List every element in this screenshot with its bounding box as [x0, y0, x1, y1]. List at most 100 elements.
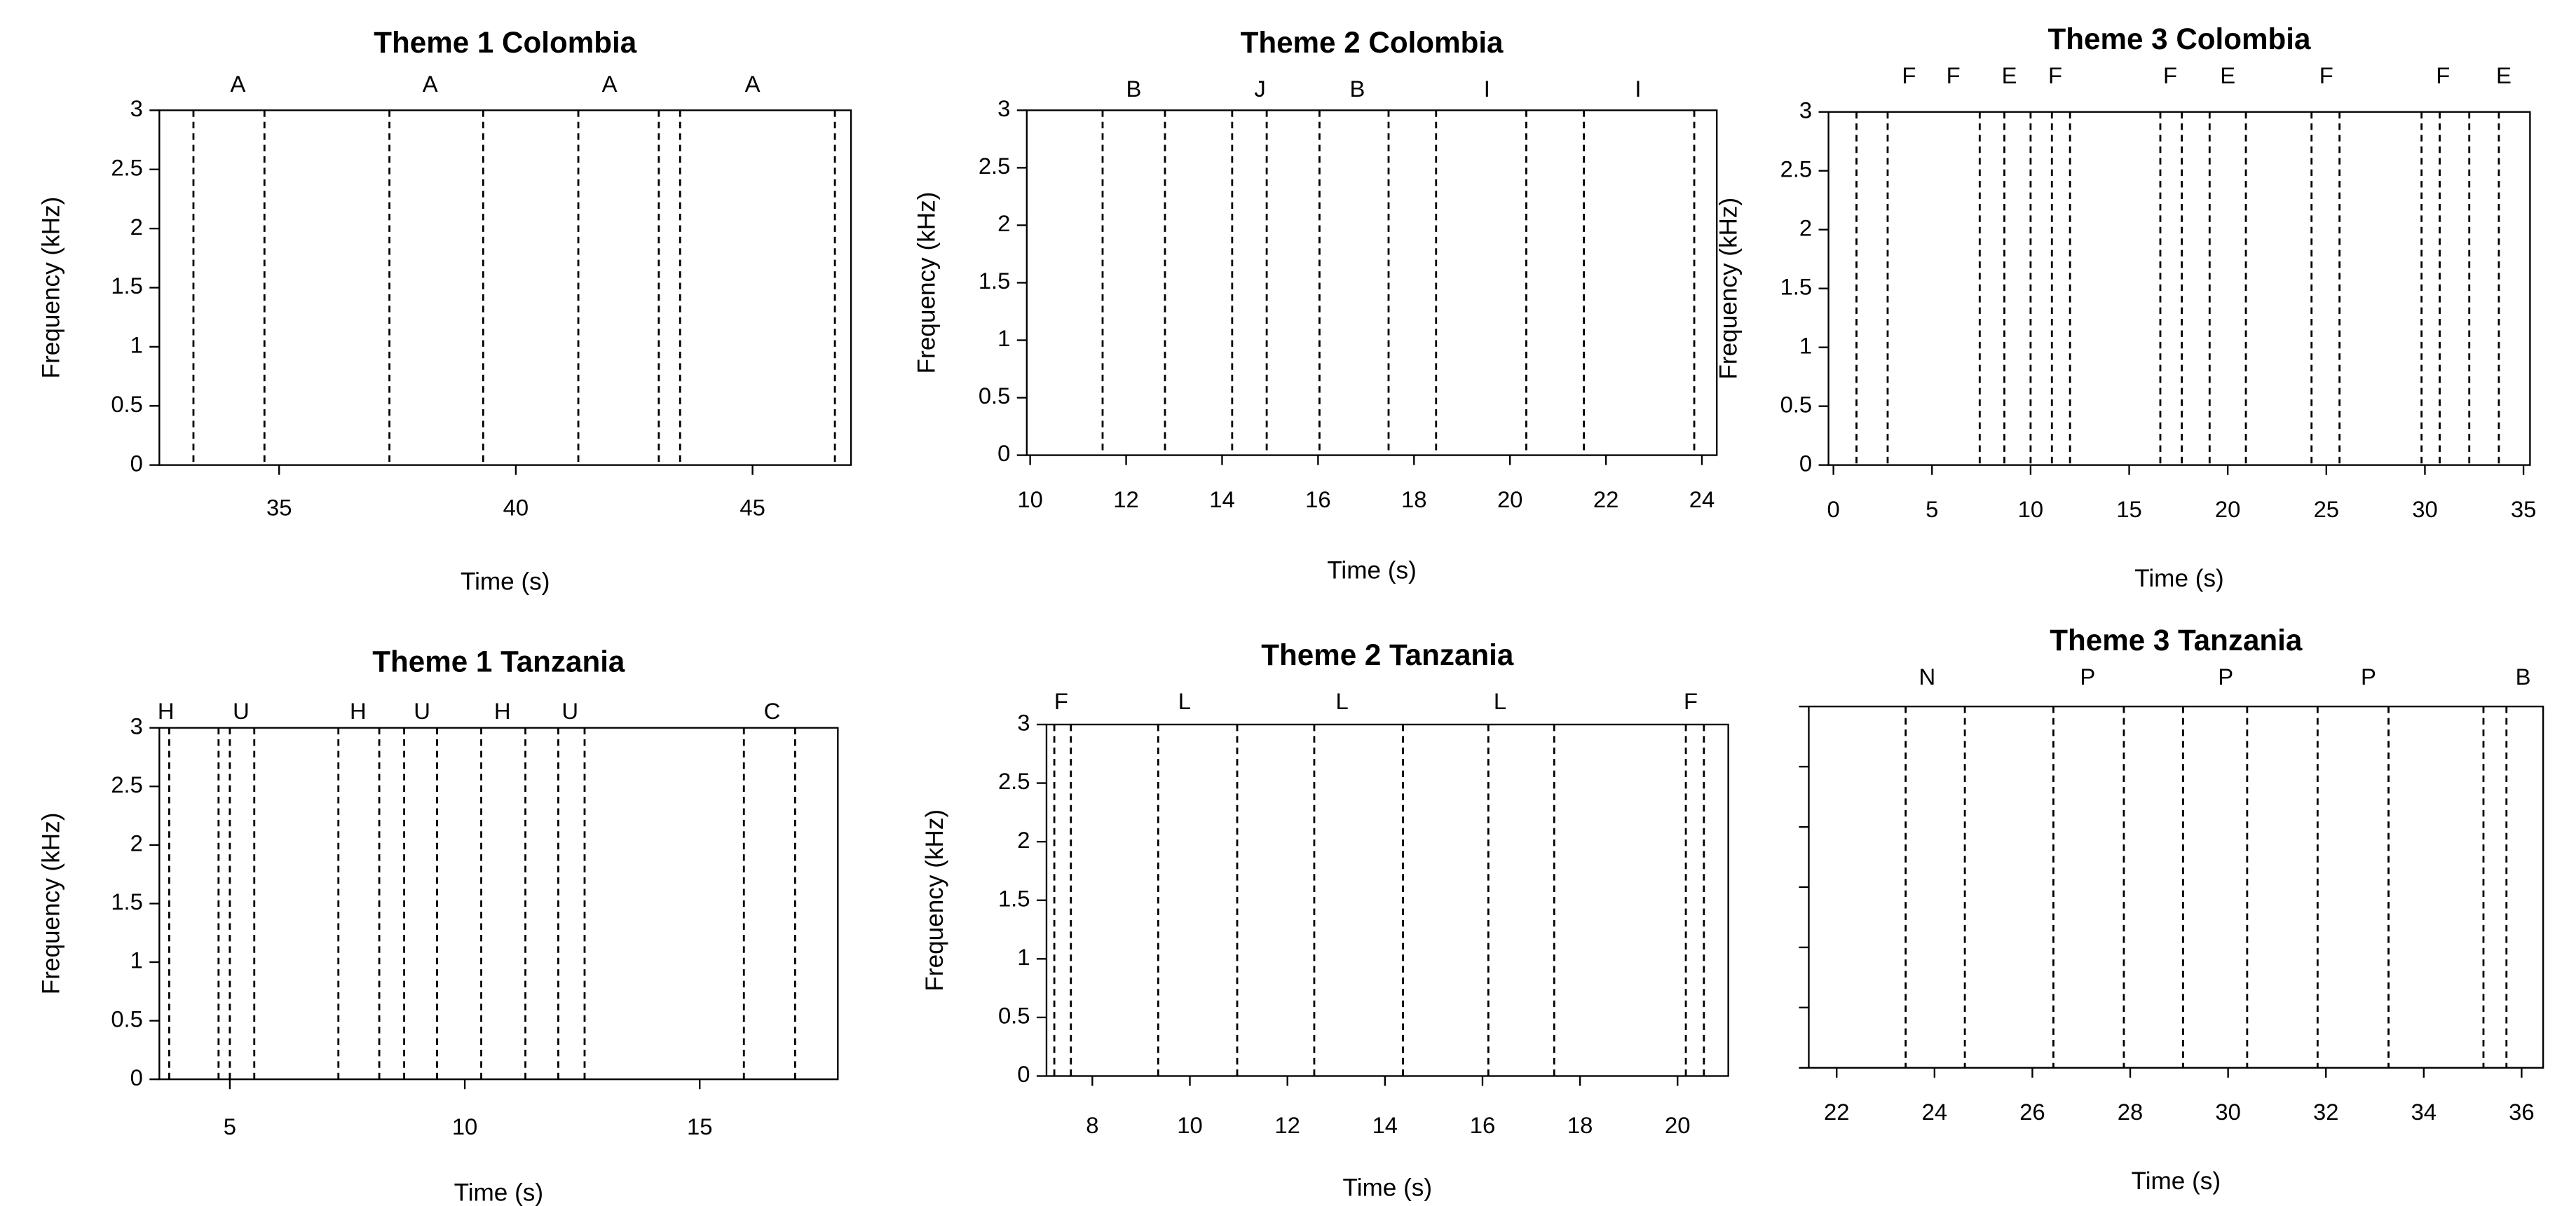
x-tick-label: 24 — [1689, 486, 1715, 512]
panel-title: Theme 3 Colombia — [2048, 22, 2311, 55]
y-tick-label: 2.5 — [979, 153, 1011, 179]
segment-label: I — [1635, 76, 1641, 102]
segment-label: I — [1484, 76, 1490, 102]
x-tick-label: 14 — [1209, 486, 1234, 512]
x-tick-label: 14 — [1372, 1112, 1398, 1138]
segment-label: H — [158, 698, 175, 724]
y-tick-label: 2.5 — [1780, 156, 1813, 181]
panel: Theme 3 Colombia Time (s) Frequency (kHz) 0… — [1715, 22, 2536, 592]
y-tick-label: 0 — [1017, 1061, 1030, 1087]
y-tick-label: 3 — [1799, 97, 1812, 123]
segment-label: L — [1494, 688, 1506, 714]
y-tick-label: 1 — [1017, 944, 1030, 970]
x-tick-label: 16 — [1470, 1112, 1495, 1138]
x-axis-label: Time (s) — [461, 568, 550, 596]
segment-label: F — [1054, 688, 1068, 714]
segment-label: F — [1684, 688, 1698, 714]
y-tick-label: 2 — [130, 830, 143, 856]
segment-label: P — [2361, 664, 2376, 690]
y-tick-label: 0.5 — [111, 391, 143, 417]
x-tick-label: 25 — [2314, 496, 2339, 522]
x-tick-label: 0 — [1827, 496, 1840, 522]
plot-frame — [1827, 111, 2531, 466]
y-axis-label: Frequency (kHz) — [921, 809, 948, 992]
x-tick-label: 32 — [2313, 1099, 2338, 1125]
y-tick-label: 0 — [1799, 450, 1812, 476]
x-tick-label: 20 — [2215, 496, 2240, 522]
y-tick-label: 1 — [130, 332, 143, 358]
y-tick-group: 0 0.5 1 1.5 2 2.5 3 — [1760, 705, 1809, 1078]
x-axis-label: Time (s) — [2132, 1167, 2221, 1195]
y-tick-label: 3 — [130, 95, 143, 121]
segment-label: A — [423, 71, 438, 97]
segment-label: U — [561, 698, 578, 724]
y-tick-label: 2.5 — [111, 772, 143, 797]
x-tick-label: 12 — [1113, 486, 1138, 512]
panel-title: Theme 2 Colombia — [1241, 26, 1504, 59]
y-tick-label: 1 — [1799, 332, 1812, 358]
y-tick-label: 0.5 — [111, 1006, 143, 1032]
segment-label: F — [2319, 62, 2333, 88]
segment-label: C — [764, 698, 781, 724]
x-tick-label: 26 — [2019, 1099, 2045, 1125]
y-tick-label: 2.5 — [1760, 752, 1792, 778]
y-tick-label: 0 — [997, 440, 1010, 466]
panel-title: Theme 3 Tanzania — [2050, 624, 2303, 657]
y-tick-label: 2 — [1017, 827, 1030, 853]
x-axis-label: Time (s) — [1343, 1174, 1433, 1202]
segment-label: B — [2516, 664, 2531, 690]
segment-label: A — [231, 71, 246, 97]
y-tick-label: 1 — [997, 325, 1010, 351]
y-tick-label: 2 — [1799, 214, 1812, 240]
x-tick-label: 18 — [1401, 486, 1426, 512]
x-tick-label: 20 — [1497, 486, 1522, 512]
y-tick-label: 2 — [1780, 812, 1792, 838]
y-tick-label: 3 — [130, 713, 143, 739]
x-tick-label: 8 — [1086, 1112, 1098, 1138]
segment-label: J — [1254, 76, 1265, 102]
x-axis-label: Time (s) — [2134, 565, 2224, 592]
segment-label: B — [1350, 76, 1365, 102]
x-tick-label: 5 — [224, 1114, 236, 1139]
x-tick-label: 36 — [2509, 1099, 2534, 1125]
x-tick-label: 18 — [1567, 1112, 1593, 1138]
x-tick-label: 40 — [503, 495, 529, 521]
x-tick-label: 30 — [2215, 1099, 2240, 1125]
panel: Theme 2 Colombia Time (s) Frequency (kHz) 1… — [913, 26, 1718, 584]
y-tick-label: 3 — [997, 95, 1010, 121]
segment-label: F — [2436, 62, 2450, 88]
x-tick-label: 22 — [1593, 486, 1618, 512]
segment-label: N — [1919, 664, 1936, 690]
y-tick-label: 1.5 — [111, 273, 143, 299]
x-tick-label: 35 — [266, 495, 292, 521]
x-tick-label: 30 — [2412, 496, 2437, 522]
y-tick-label: 1.5 — [111, 889, 143, 914]
segment-label: E — [2002, 62, 2017, 88]
y-tick-label: 0 — [1780, 1053, 1792, 1078]
y-tick-label: 0 — [130, 1064, 143, 1090]
y-tick-label: 1.5 — [998, 885, 1030, 911]
panel-title: Theme 1 Tanzania — [372, 645, 625, 678]
segment-label: B — [1126, 76, 1142, 102]
y-axis-label: Frequency (kHz) — [1715, 198, 1742, 380]
y-axis-label: Frequency (kHz) — [913, 192, 941, 374]
segment-label: F — [1947, 62, 1961, 88]
y-tick-label: 2.5 — [111, 154, 143, 180]
y-tick-label: 1.5 — [1780, 273, 1813, 299]
y-tick-label: 2.5 — [998, 768, 1030, 794]
segment-label: E — [2220, 62, 2235, 88]
segment-label: E — [2496, 62, 2512, 88]
segment-label: L — [1178, 688, 1191, 714]
plot-frame — [1025, 109, 1718, 456]
panel: Theme 1 Tanzania Time (s) Frequency (kHz) 5… — [37, 645, 839, 1206]
segment-label: F — [1902, 62, 1916, 88]
y-axis-label: Frequency (kHz) — [37, 197, 64, 379]
y-tick-label: 1.5 — [979, 268, 1011, 294]
segment-label: H — [350, 698, 367, 724]
segment-label: F — [2048, 62, 2062, 88]
y-tick-label: 0.5 — [1760, 993, 1792, 1019]
y-tick-label: 2 — [130, 214, 143, 240]
panel: Theme 2 Tanzania Time (s) Frequency (kHz) 8… — [921, 638, 1729, 1202]
